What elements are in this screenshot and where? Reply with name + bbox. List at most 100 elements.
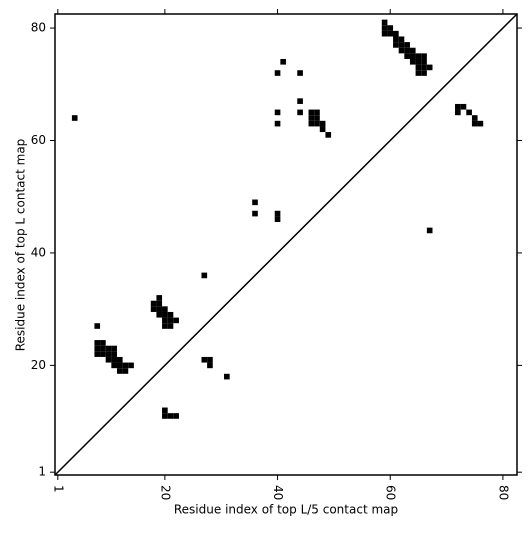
contact-cell (167, 323, 174, 329)
contact-cell (297, 70, 303, 76)
contact-cell (409, 47, 416, 54)
y-tick-label: 60 (31, 133, 46, 147)
contact-cell (274, 216, 281, 223)
contact-cell (421, 53, 427, 59)
contact-cell (100, 351, 106, 357)
contact-cell (466, 109, 472, 116)
contact-cell (421, 70, 427, 76)
contact-cell (162, 306, 168, 312)
contact-cell (111, 351, 117, 357)
contact-cell (94, 345, 101, 352)
x-tick-label: 80 (496, 485, 510, 500)
contact-cell (122, 362, 129, 369)
x-tick-label: 20 (158, 485, 172, 500)
y-axis-label: Residue index of top L contact map (14, 139, 28, 352)
contact-cell (162, 407, 168, 414)
contact-cell (387, 25, 394, 31)
x-tick-label: 60 (384, 485, 398, 500)
contact-cell (426, 64, 433, 71)
contact-cell (404, 42, 410, 48)
contact-cell (297, 109, 303, 116)
contact-cell (162, 413, 168, 419)
x-tick-label: 1 (51, 485, 65, 493)
contact-cell (156, 295, 163, 301)
contact-cell (280, 58, 286, 65)
contact-cell (207, 362, 213, 369)
contact-cell (105, 351, 112, 357)
contact-cell (116, 368, 123, 374)
contact-cell (162, 311, 168, 318)
x-axis-label: Residue index of top L/5 contact map (174, 503, 398, 517)
contact-cell (404, 53, 410, 59)
contact-cell (325, 132, 332, 138)
y-tick-label: 1 (38, 465, 46, 479)
contact-cell (150, 306, 157, 312)
contact-cell (116, 362, 123, 369)
contact-cell (415, 53, 422, 59)
contact-cell (162, 323, 168, 329)
contact-cell (381, 25, 388, 31)
contact-cell (409, 53, 416, 59)
contact-cell (426, 227, 433, 234)
contact-cell (393, 36, 399, 43)
contact-cell (415, 64, 422, 71)
contact-cell (100, 345, 106, 352)
contact-cell (393, 42, 399, 48)
contact-cell (409, 58, 416, 65)
contact-cell (314, 109, 320, 116)
contact-cell (252, 199, 258, 206)
contact-cell (274, 120, 281, 127)
contact-cell (398, 42, 405, 48)
x-tick-label: 40 (271, 485, 285, 500)
contact-cell (314, 115, 320, 121)
contact-cell (173, 413, 179, 419)
contact-cell (471, 115, 478, 121)
y-tick-label: 80 (31, 21, 46, 35)
contact-cell (398, 47, 405, 54)
contact-cell (404, 47, 410, 54)
diagonal-line (54, 13, 518, 476)
contact-cell (421, 64, 427, 71)
contact-cell (252, 210, 258, 217)
contact-cell (308, 120, 315, 127)
contact-cell (100, 340, 106, 346)
contact-cell (455, 103, 461, 110)
contact-cell (150, 300, 157, 307)
contact-cell (460, 103, 467, 110)
contact-cell (398, 36, 405, 43)
contact-cell (105, 356, 112, 363)
contact-cell (167, 311, 174, 318)
contact-cell (156, 300, 163, 307)
contact-cell (421, 58, 427, 65)
contact-cell (111, 345, 117, 352)
contact-cell (167, 317, 174, 324)
plot-frame (54, 13, 518, 476)
contact-cell (111, 362, 117, 369)
contact-cell (105, 345, 112, 352)
contact-cell (274, 70, 281, 76)
contact-cell (116, 356, 123, 363)
y-tick-label: 20 (31, 358, 46, 372)
contact-cell (94, 340, 101, 346)
contact-cell (201, 356, 208, 363)
contact-cell (381, 19, 388, 26)
contact-cell (122, 368, 129, 374)
contact-cell (387, 30, 394, 37)
contact-cell (297, 98, 303, 104)
contact-cell (415, 70, 422, 76)
contact-cell (381, 30, 388, 37)
contact-cell (319, 120, 326, 127)
contact-cell (308, 115, 315, 121)
contact-cell (207, 356, 213, 363)
contact-cell (173, 317, 179, 324)
contact-cell (274, 210, 281, 217)
contact-cell (94, 351, 101, 357)
contact-cell (393, 30, 399, 37)
contact-cell (201, 272, 208, 279)
contact-cell (415, 58, 422, 65)
contact-cell (477, 120, 484, 127)
contact-cell (319, 126, 326, 133)
contact-cell (128, 362, 134, 369)
contact-cell (274, 109, 281, 116)
